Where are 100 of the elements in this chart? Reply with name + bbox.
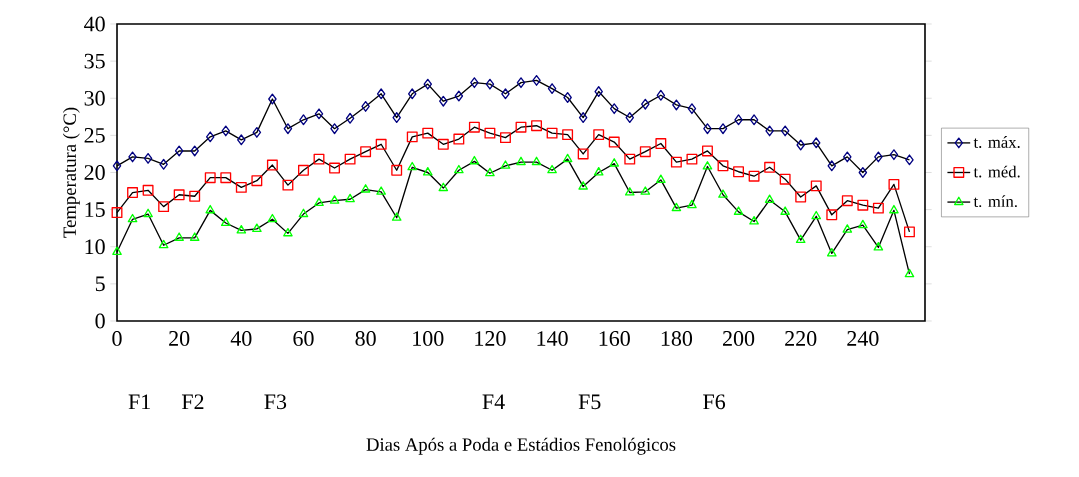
x-tick-label: 200 [723, 331, 755, 346]
point [143, 208, 153, 218]
point [810, 180, 822, 192]
point [501, 88, 510, 100]
point [656, 89, 666, 101]
point [625, 112, 635, 124]
point [547, 83, 557, 95]
point [438, 182, 449, 192]
point [779, 173, 791, 185]
point [827, 160, 837, 172]
point [562, 153, 573, 163]
point [174, 232, 184, 241]
x-tick-label: 180 [661, 331, 693, 346]
point [283, 123, 293, 135]
point [236, 224, 247, 234]
point [235, 181, 247, 193]
point [531, 156, 542, 166]
point [360, 184, 371, 193]
point [749, 216, 759, 225]
point [298, 164, 309, 176]
y-tick-label: 40 [84, 16, 105, 32]
point [687, 103, 697, 115]
point [485, 167, 495, 177]
point [266, 159, 278, 171]
point [796, 139, 805, 151]
point [718, 189, 728, 198]
point [593, 167, 604, 176]
point [609, 158, 620, 167]
point [780, 206, 790, 215]
point [857, 199, 869, 211]
legend-label: t. méd. [973, 165, 1020, 178]
point [905, 154, 914, 166]
point [795, 191, 807, 203]
point [423, 78, 433, 90]
point [718, 123, 728, 135]
point [578, 181, 588, 190]
point [733, 166, 745, 178]
point [407, 88, 417, 100]
point [314, 197, 324, 207]
point [624, 187, 635, 196]
point [361, 100, 370, 112]
text: F1 [128, 394, 150, 409]
point [858, 219, 868, 229]
x-tick-label: 160 [599, 331, 630, 346]
point [889, 149, 899, 161]
point [453, 133, 465, 145]
point [578, 112, 588, 124]
point [189, 190, 201, 202]
point [811, 137, 821, 149]
y-tick-label: 35 [84, 53, 105, 69]
point [562, 129, 574, 141]
point [298, 208, 309, 218]
point [158, 201, 170, 213]
legend-label: t. máx. [973, 136, 1020, 148]
legend-label: t. mín. [973, 195, 1017, 208]
point [406, 131, 418, 143]
point [111, 207, 123, 219]
x-tick-label: 220 [785, 331, 817, 346]
point [686, 153, 698, 165]
point [733, 206, 744, 215]
text: F2 [181, 394, 204, 409]
point [174, 145, 184, 157]
point [670, 156, 682, 168]
point [826, 209, 838, 221]
point [329, 195, 340, 204]
point [314, 108, 324, 120]
point [189, 232, 200, 241]
y-tick-label: 10 [85, 239, 105, 255]
point [640, 186, 651, 195]
point [127, 187, 139, 199]
x-tick-label: 120 [475, 331, 506, 346]
point [252, 223, 262, 232]
point [516, 156, 526, 166]
point [220, 172, 232, 184]
point [749, 114, 759, 126]
x-tick-label: 60 [293, 331, 314, 346]
point [795, 234, 806, 244]
point [655, 138, 667, 150]
point [532, 74, 541, 86]
point [516, 77, 526, 89]
y-tick-label: 25 [84, 127, 105, 143]
point [594, 86, 603, 98]
point [159, 158, 168, 170]
point [639, 146, 651, 158]
point [734, 114, 743, 126]
point [811, 210, 822, 220]
point [624, 153, 636, 165]
point [330, 123, 339, 135]
point [422, 167, 433, 176]
point [672, 99, 681, 111]
point [439, 95, 448, 107]
x-tick-label: 20 [169, 331, 190, 346]
point [391, 164, 403, 176]
point [204, 172, 216, 184]
point [703, 123, 712, 135]
point [375, 138, 387, 150]
point [437, 138, 449, 150]
point [299, 114, 308, 126]
point [485, 78, 495, 90]
point [780, 125, 790, 137]
